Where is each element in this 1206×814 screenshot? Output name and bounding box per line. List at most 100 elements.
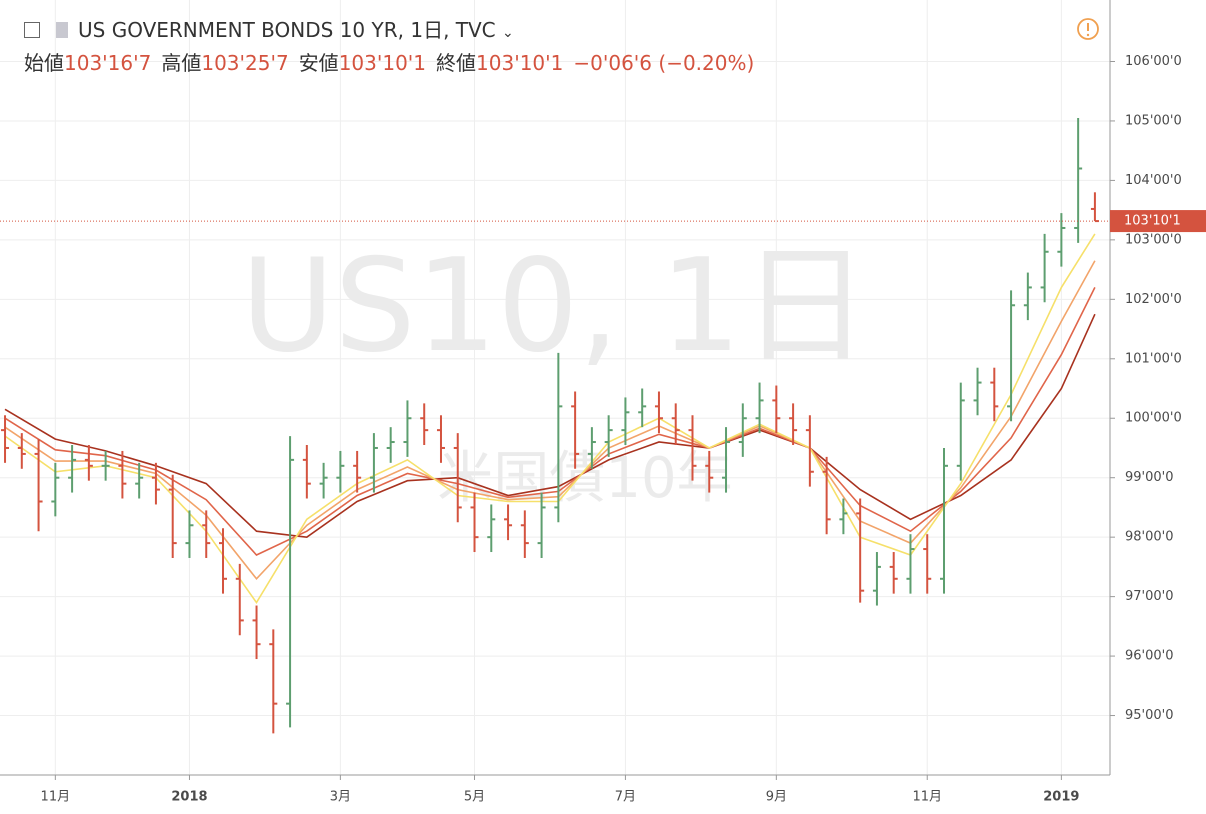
ohlc-bar	[34, 439, 43, 532]
ohlc-bar	[990, 367, 999, 422]
chart-title: US GOVERNMENT BONDS 10 YR, 1日, TVC	[78, 18, 496, 42]
legend-name: 高値	[161, 51, 202, 75]
x-tick-label: 9月	[766, 790, 787, 805]
y-tick-label: 98'00'0	[1125, 530, 1174, 545]
ohlc-bar	[386, 427, 395, 463]
ohlc-bar	[621, 397, 630, 445]
ohlc-bar	[202, 510, 211, 558]
ohlc-bar	[252, 605, 261, 660]
ohlc-bar	[872, 552, 881, 606]
ohlc-bar	[453, 433, 462, 523]
watermark-sub: 米国債10年	[437, 446, 732, 511]
ohlc-bar	[403, 400, 412, 457]
legend-value: 103'25'7	[201, 51, 289, 75]
legend-value: 103'10'1	[476, 51, 564, 75]
ohlc-bar	[956, 382, 965, 481]
legend-name: 始値	[24, 51, 64, 75]
alert-icon	[1077, 18, 1099, 40]
ohlc-bar	[269, 629, 278, 734]
last-price-box	[1110, 210, 1206, 233]
last-price-label: 103'10'1	[1124, 214, 1181, 229]
ohlc-bar	[84, 445, 93, 481]
legend-name: 安値	[298, 51, 339, 75]
ohlc-bar	[654, 391, 663, 434]
y-tick-label: 99'00'0	[1125, 470, 1174, 485]
ohlc-bar	[789, 403, 798, 445]
legend-value: 103'10'1	[338, 51, 427, 75]
x-tick-label: 3月	[330, 790, 351, 805]
ohlc-bar	[587, 427, 596, 469]
x-tick-label: 2019	[1043, 790, 1079, 805]
ohlc-bar	[554, 352, 563, 523]
x-tick-label: 11月	[912, 790, 942, 805]
ohlc-bar	[772, 385, 781, 434]
y-tick-label: 106'00'0	[1125, 54, 1182, 69]
ohlc-bar	[906, 534, 915, 594]
ohlc-bar	[168, 474, 177, 558]
ohlc-bar	[638, 388, 647, 428]
ohlc-bar	[822, 456, 831, 535]
ohlc-bar	[436, 415, 445, 463]
ohlc-bar	[1023, 272, 1032, 321]
ohlc-bar	[537, 492, 546, 558]
ohlc-bar	[319, 462, 328, 499]
ohlc-bar	[805, 415, 814, 487]
expand-icon[interactable]	[24, 21, 40, 38]
ohlc-bar	[604, 415, 613, 457]
ohlc-bar	[722, 427, 731, 493]
title-row: US GOVERNMENT BONDS 10 YR, 1日, TVC ⌄	[24, 14, 764, 49]
y-tick-label: 100'00'0	[1125, 411, 1182, 426]
ohlc-bar	[940, 447, 949, 594]
legend-name: 終値	[436, 51, 477, 75]
ohlc-bar	[487, 504, 496, 553]
ohlc-bar	[302, 445, 311, 499]
alert-dot	[1086, 33, 1090, 37]
x-tick-label: 2018	[171, 790, 207, 805]
x-tick-label: 7月	[615, 790, 636, 805]
ohlc-bar	[1007, 290, 1016, 422]
dropdown[interactable]: ⌄	[502, 25, 514, 41]
y-tick-label: 103'00'0	[1125, 232, 1182, 247]
ohlc-bar	[135, 462, 144, 499]
change-label: −0'06'6 (−0.20%)	[573, 51, 755, 75]
ohlc-bar	[889, 552, 898, 594]
y-tick-label: 96'00'0	[1125, 649, 1174, 664]
ohlc-bar	[470, 492, 479, 553]
ohlc-bar	[17, 433, 26, 469]
ohlc-bar	[151, 462, 160, 505]
ohlc-bar	[1040, 233, 1049, 303]
header: US GOVERNMENT BONDS 10 YR, 1日, TVC ⌄ 始値1…	[24, 14, 764, 79]
y-tick-label: 102'00'0	[1125, 292, 1182, 307]
y-tick-label: 101'00'0	[1125, 351, 1182, 366]
ohlc-bar	[688, 415, 697, 481]
ohlc-bar	[1074, 117, 1083, 243]
ohlc-bar	[235, 563, 244, 636]
legend-value: 103'16'7	[64, 51, 152, 75]
ohlc-bar	[369, 433, 378, 493]
ohlc-bar	[705, 450, 714, 493]
ohlc-bar	[420, 403, 429, 445]
ohlc-bar	[738, 403, 747, 457]
ohlc-bar	[856, 498, 865, 603]
ohlc-bar	[336, 450, 345, 493]
ohlc-bar	[839, 498, 848, 535]
y-tick-label: 105'00'0	[1125, 113, 1182, 128]
watermark: US10, 1日	[241, 232, 870, 381]
ohlc-bar	[286, 436, 295, 728]
ohlc-bar	[923, 534, 932, 594]
ohlc-bar	[219, 528, 228, 594]
x-tick-label: 11月	[41, 790, 71, 805]
ohlc-bar	[504, 504, 513, 541]
x-tick-label: 5月	[464, 790, 485, 805]
ohlc-bar	[353, 450, 362, 493]
ohlc-bar	[1, 415, 10, 463]
legend-row: 始値103'16'7 高値103'25'7 安値103'10'1 終値103'10'1…	[24, 47, 764, 79]
ohlc-bar	[1057, 213, 1066, 267]
ohlc-bar	[101, 450, 110, 481]
flag-icon	[56, 21, 68, 38]
ohlc-bar	[571, 391, 580, 469]
ohlc-bar	[118, 450, 127, 499]
ohlc-bar	[185, 510, 194, 558]
